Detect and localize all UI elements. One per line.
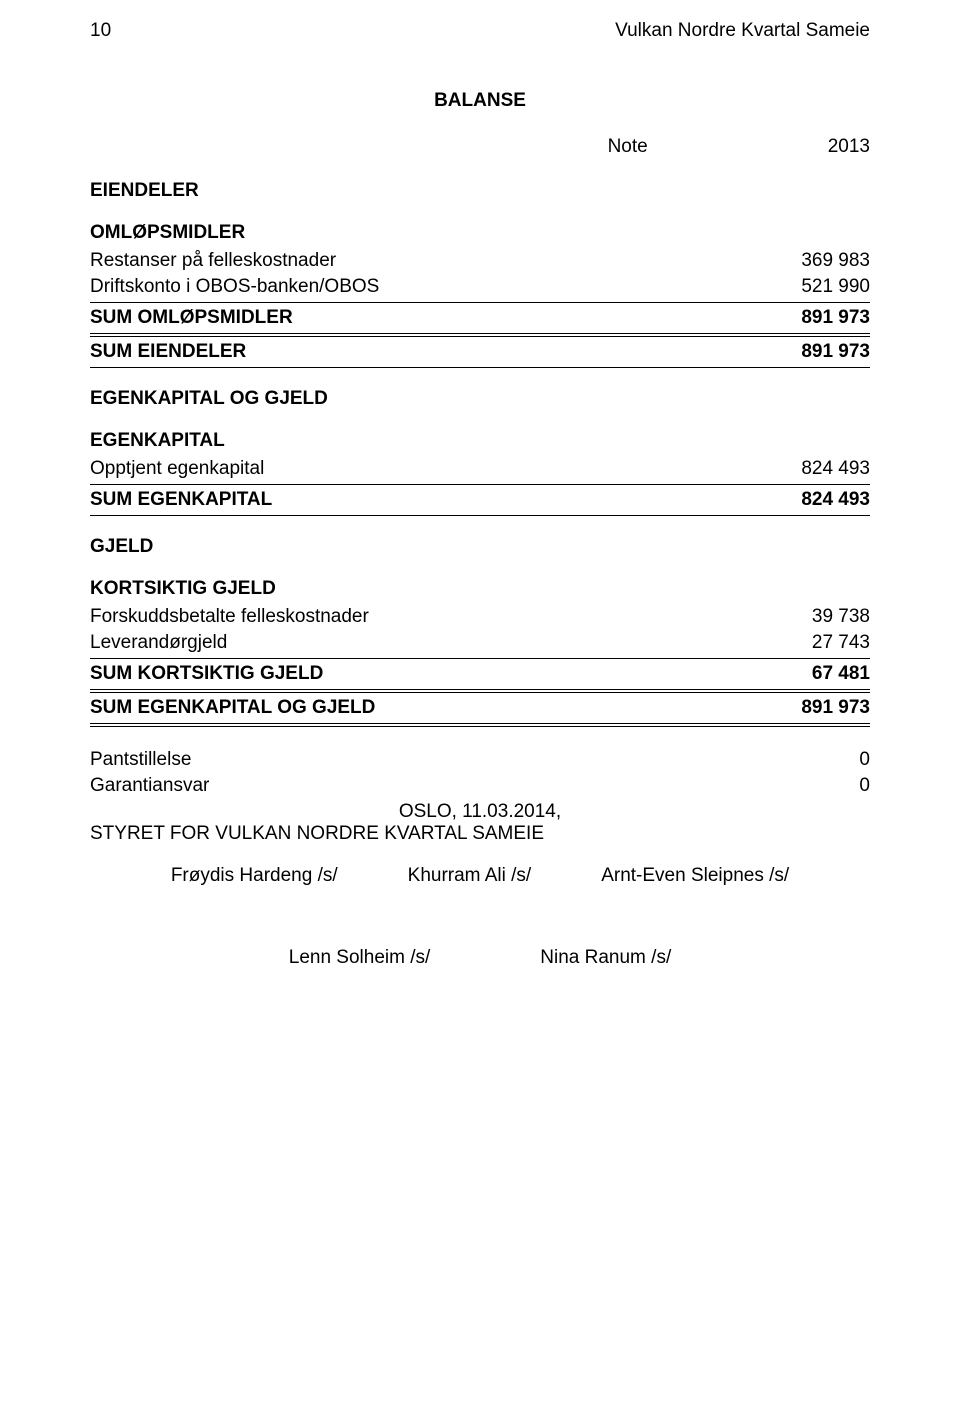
row-label: Opptjent egenkapital	[90, 458, 730, 480]
org-name: Vulkan Nordre Kvartal Sameie	[615, 20, 870, 42]
row-value: 891 973	[730, 307, 870, 329]
table-row: Leverandørgjeld 27 743	[90, 630, 870, 656]
row-label: Forskuddsbetalte felleskostnader	[90, 606, 730, 628]
kortsiktig-heading: KORTSIKTIG GJELD	[90, 578, 870, 600]
row-value: 67 481	[730, 663, 870, 685]
note-year-row: Note 2013	[90, 136, 870, 158]
row-label: SUM KORTSIKTIG GJELD	[90, 663, 730, 685]
styret-line: STYRET FOR VULKAN NORDRE KVARTAL SAMEIE	[90, 823, 870, 845]
divider	[90, 367, 870, 368]
row-label: SUM EGENKAPITAL	[90, 489, 730, 511]
row-value: 0	[730, 749, 870, 771]
signature: Nina Ranum /s/	[540, 947, 671, 969]
divider	[90, 333, 870, 334]
doc-title: BALANSE	[90, 90, 870, 112]
row-label: Garantiansvar	[90, 775, 730, 797]
divider	[90, 692, 870, 693]
row-label: SUM OMLØPSMIDLER	[90, 307, 730, 329]
row-value: 824 493	[730, 489, 870, 511]
date-line: OSLO, 11.03.2014,	[90, 801, 870, 823]
sum-egenkapital: SUM EGENKAPITAL 824 493	[90, 487, 870, 513]
divider	[90, 689, 870, 690]
divider	[90, 484, 870, 485]
sum-omlopsmidler: SUM OMLØPSMIDLER 891 973	[90, 305, 870, 331]
sum-eiendeler: SUM EIENDELER 891 973	[90, 339, 870, 365]
egenkapital-heading: EGENKAPITAL	[90, 430, 870, 452]
divider	[90, 302, 870, 303]
sum-egenkap-og-gjeld: SUM EGENKAPITAL OG GJELD 891 973	[90, 695, 870, 721]
row-value: 891 973	[730, 697, 870, 719]
signature-row-1: Frøydis Hardeng /s/ Khurram Ali /s/ Arnt…	[90, 865, 870, 887]
table-row: Driftskonto i OBOS-banken/OBOS 521 990	[90, 274, 870, 300]
pantstillelse-row: Pantstillelse 0	[90, 747, 870, 773]
gjeld-heading: GJELD	[90, 536, 870, 558]
note-label: Note	[608, 136, 648, 158]
signature-row-2: Lenn Solheim /s/ Nina Ranum /s/	[90, 947, 870, 969]
divider	[90, 658, 870, 659]
row-label: Driftskonto i OBOS-banken/OBOS	[90, 276, 730, 298]
row-label: Pantstillelse	[90, 749, 730, 771]
omlopsmidler-heading: OMLØPSMIDLER	[90, 222, 870, 244]
sum-kortsiktig: SUM KORTSIKTIG GJELD 67 481	[90, 661, 870, 687]
signature: Frøydis Hardeng /s/	[171, 865, 338, 887]
divider	[90, 515, 870, 516]
eiendeler-heading: EIENDELER	[90, 180, 870, 202]
page-number: 10	[90, 20, 111, 42]
row-value: 369 983	[730, 250, 870, 272]
row-value: 891 973	[730, 341, 870, 363]
row-value: 521 990	[730, 276, 870, 298]
row-label: Restanser på felleskostnader	[90, 250, 730, 272]
divider	[90, 336, 870, 337]
row-value: 39 738	[730, 606, 870, 628]
row-value: 27 743	[730, 632, 870, 654]
signature: Khurram Ali /s/	[408, 865, 532, 887]
table-row: Restanser på felleskostnader 369 983	[90, 248, 870, 274]
row-label: SUM EGENKAPITAL OG GJELD	[90, 697, 730, 719]
table-row: Forskuddsbetalte felleskostnader 39 738	[90, 604, 870, 630]
garantiansvar-row: Garantiansvar 0	[90, 773, 870, 799]
egenkapital-og-gjeld-heading: EGENKAPITAL OG GJELD	[90, 388, 870, 410]
row-label: Leverandørgjeld	[90, 632, 730, 654]
row-label: SUM EIENDELER	[90, 341, 730, 363]
page-header: 10 Vulkan Nordre Kvartal Sameie	[90, 20, 870, 42]
row-value: 0	[730, 775, 870, 797]
divider	[90, 723, 870, 724]
table-row: Opptjent egenkapital 824 493	[90, 456, 870, 482]
divider	[90, 726, 870, 727]
year-label: 2013	[828, 136, 870, 158]
signature: Arnt-Even Sleipnes /s/	[601, 865, 789, 887]
row-value: 824 493	[730, 458, 870, 480]
signature: Lenn Solheim /s/	[289, 947, 431, 969]
